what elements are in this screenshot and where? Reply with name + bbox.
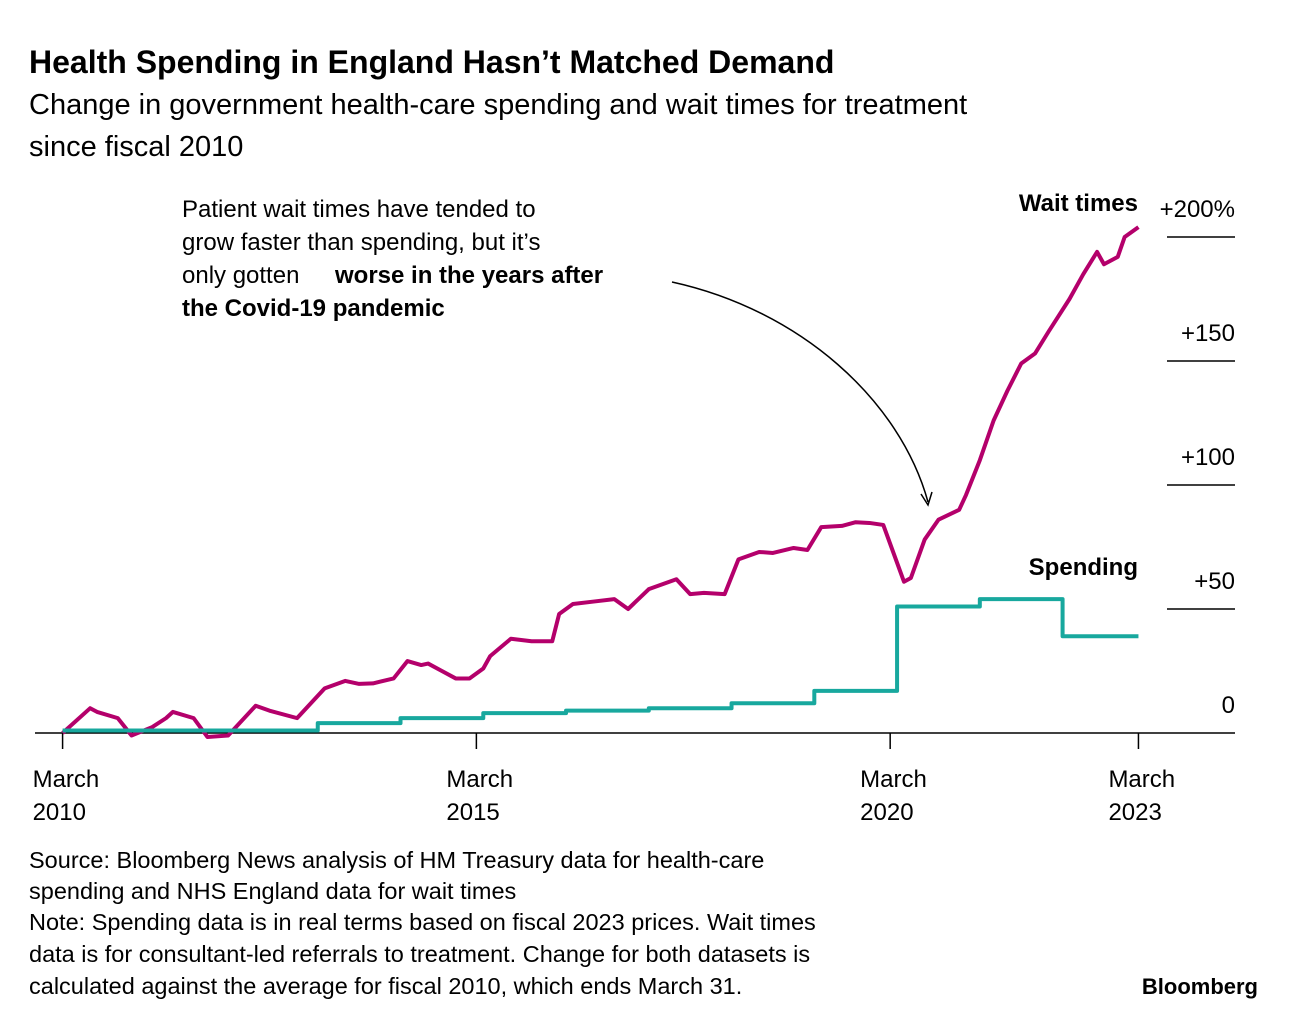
y-tick-label: +100 [1181, 444, 1235, 471]
annotation-bold: worse in the years after [334, 262, 603, 289]
chart-subtitle: Change in government health-care spendin… [29, 89, 967, 121]
y-tick-label: +50 [1194, 568, 1235, 595]
annotation: Patient wait times have tended to [182, 196, 536, 223]
legend-label: Wait times [1019, 190, 1138, 217]
annotation-bold: the Covid-19 pandemic [182, 295, 445, 322]
note: calculated against the average for fisca… [29, 973, 742, 999]
y-tick-label: +150 [1181, 320, 1235, 347]
y-tick-label: +200% [1160, 196, 1235, 223]
legend-label: Spending [1029, 554, 1138, 581]
x-tick-label: March 2010 [33, 766, 100, 826]
source: spending and NHS England data for wait t… [29, 878, 516, 904]
series-line [61, 225, 1140, 739]
series-line [62, 597, 1139, 733]
x-tick-label: March 2015 [446, 766, 513, 826]
annotation-arrow [671, 281, 929, 503]
annotation: only gotten [182, 262, 299, 289]
chart-title: Health Spending in England Hasn’t Matche… [29, 44, 834, 80]
chart-subtitle: since fiscal 2010 [29, 131, 243, 163]
source: Source: Bloomberg News analysis of HM Tr… [29, 847, 764, 873]
y-tick-label: 0 [1222, 692, 1235, 719]
note: Note: Spending data is in real terms bas… [29, 909, 816, 935]
x-tick-label: March 2023 [1108, 766, 1175, 826]
note: data is for consultant-led referrals to … [29, 941, 810, 967]
arrow-head [920, 491, 933, 507]
brand: Bloomberg [1142, 974, 1258, 999]
annotation: grow faster than spending, but it’s [182, 229, 540, 256]
x-tick-label: March 2020 [860, 766, 927, 826]
